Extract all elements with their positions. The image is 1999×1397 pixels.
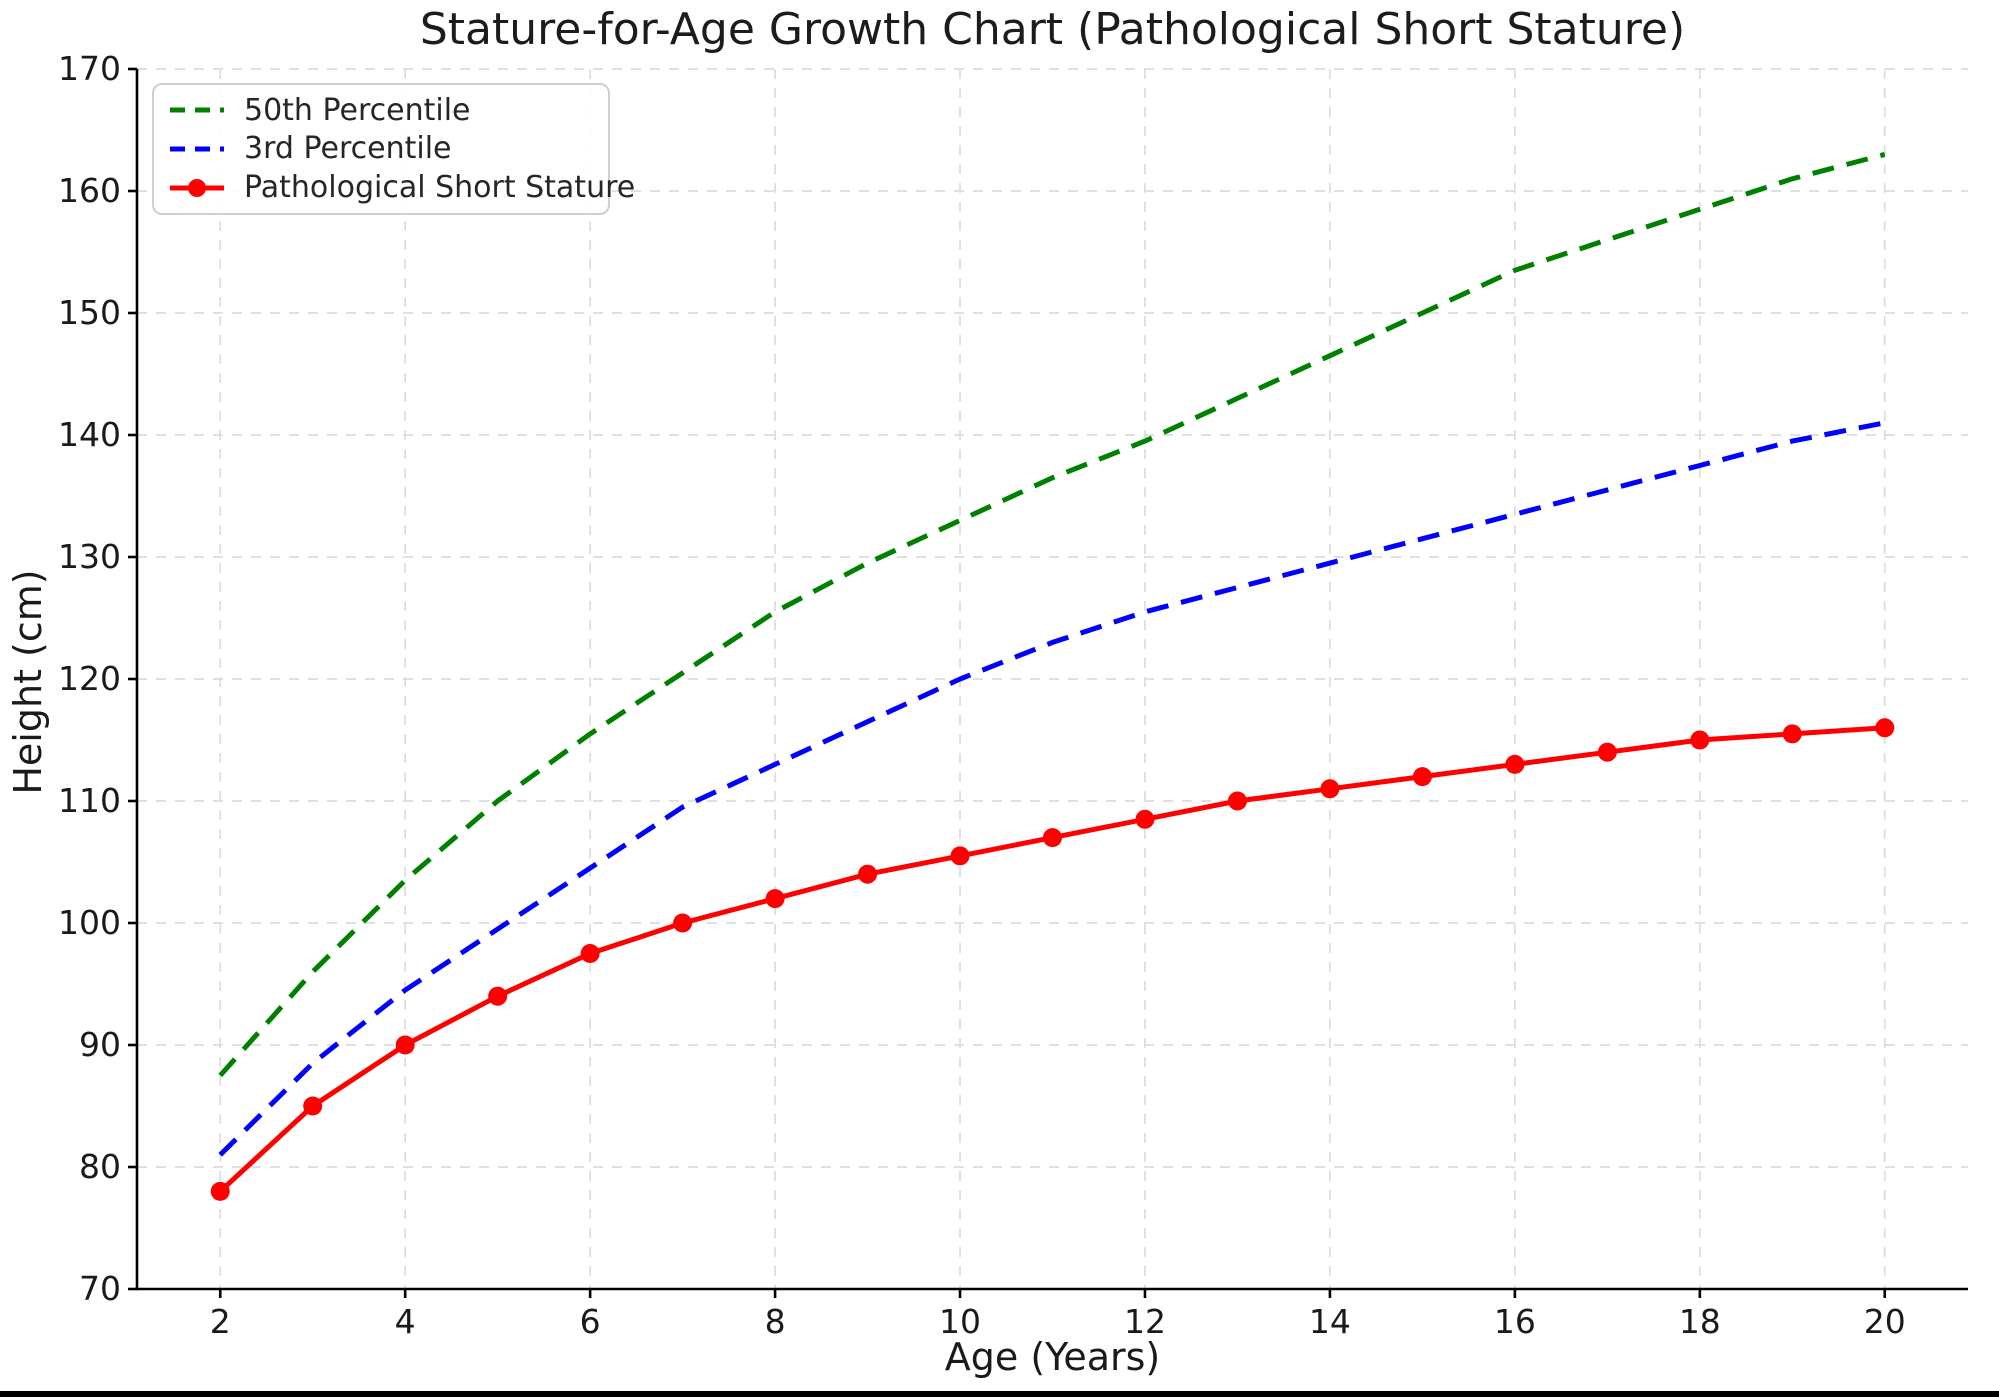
gridlines [137,68,1968,1290]
series-line-3rd-percentile [218,420,1886,1157]
data-point-marker [1690,730,1710,750]
y-tick-label: 170 [58,49,121,88]
data-point-marker [950,846,970,866]
legend-item-3rd-percentile: 3rd Percentile [168,131,594,166]
axes [128,67,1968,1298]
legend-sample-pathological-line [170,178,224,197]
x-tick-label: 6 [580,1302,601,1341]
data-point-marker [395,1035,415,1055]
legend-label-3rd-percentile: 3rd Percentile [244,131,452,167]
data-point-marker [303,1096,323,1116]
data-point-marker [1875,718,1895,738]
x-tick-label: 20 [1864,1302,1906,1341]
y-tick-label: 70 [79,1269,121,1308]
x-tick-label: 16 [1494,1302,1536,1341]
legend-item-pathological-short-stature: Pathological Short Stature [168,170,635,205]
data-series [210,151,1895,1201]
data-point-marker [1320,779,1340,799]
screen-bottom-edge [0,1391,1999,1397]
x-tick-label: 8 [765,1302,786,1341]
x-tick-label: 2 [210,1302,231,1341]
x-axis-label: Age (Years) [944,1335,1161,1379]
x-tick-label: 4 [395,1302,416,1341]
y-tick-label: 120 [58,659,121,698]
y-tick-label: 90 [79,1025,121,1064]
y-axis-label: Height (cm) [6,569,50,795]
y-tick-label: 100 [58,903,121,942]
y-tick-label: 160 [58,171,121,210]
x-tick-label: 10 [939,1302,981,1341]
y-tick-label: 110 [58,781,121,820]
data-point-marker [858,864,878,884]
data-point-marker [580,944,600,963]
y-tick-label: 140 [58,415,121,454]
data-point-marker [1227,791,1247,811]
legend: 50th Percentile 3rd Percentile Pathologi… [152,83,635,215]
legend-sample-50th-percentile-line [170,107,224,113]
data-point-marker [1412,767,1432,787]
y-tick-label: 150 [58,293,121,332]
data-point-marker [1135,809,1155,829]
legend-item-50th-percentile: 50th Percentile [168,93,594,128]
data-point-marker [1505,754,1525,774]
data-point-marker [1597,742,1617,762]
data-point-marker [765,889,785,909]
y-tick-label: 80 [79,1147,121,1186]
x-tick-label: 14 [1309,1302,1351,1341]
data-point-marker [488,986,508,1006]
data-point-marker [1043,828,1062,848]
y-tick-label: 130 [58,537,121,576]
legend-label-pathological-short-stature: Pathological Short Stature [244,170,636,206]
tick-labels: 2 4 6 8 10 12 14 16 18 20 70 80 90 100 110 120 130 140 150… [58,49,1906,1341]
x-tick-label: 18 [1679,1302,1721,1341]
chart-title: Stature-for-Age Growth Chart (Pathologic… [419,4,1686,55]
x-tick-label: 12 [1124,1302,1166,1341]
data-point-marker [673,913,693,933]
legend-sample-marker [188,178,206,197]
series-line-pathological-short-stature [218,725,1885,1194]
legend-sample-3rd-percentile-line [170,146,224,152]
series-line-50th-percentile [218,151,1886,1078]
data-point-marker [1782,724,1802,744]
legend-label-50th-percentile: 50th Percentile [244,92,471,128]
data-point-marker [210,1181,230,1201]
